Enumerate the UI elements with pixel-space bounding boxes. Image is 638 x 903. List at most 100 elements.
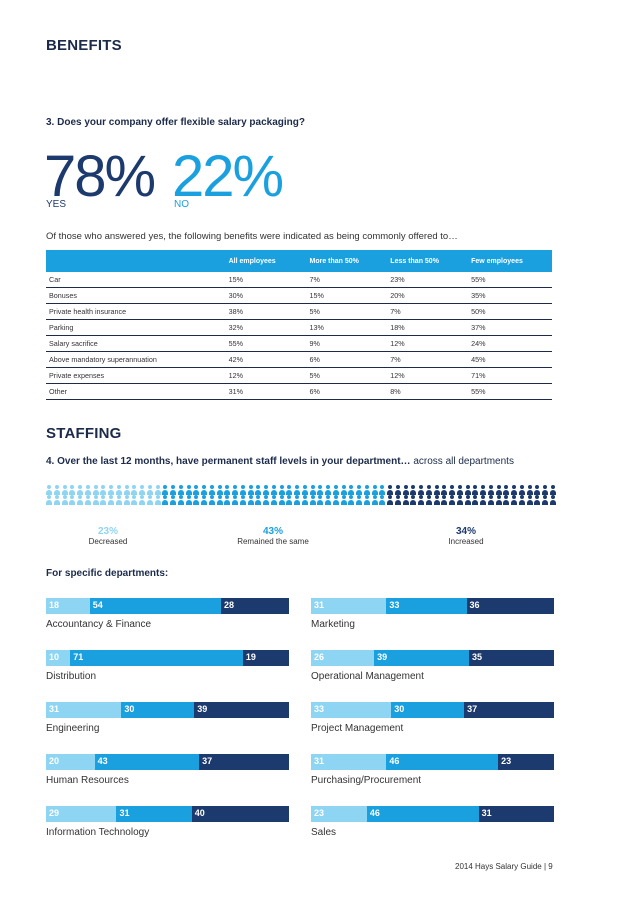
segment-value-label: 33 bbox=[389, 600, 400, 610]
person-icon bbox=[185, 485, 192, 495]
question-4-bold: 4. Over the last 12 months, have permane… bbox=[46, 456, 411, 467]
department-name: Purchasing/Procurement bbox=[311, 775, 422, 786]
legend-decreased-label: Decreased bbox=[88, 537, 128, 546]
department-bar: 31 46 23 bbox=[311, 754, 554, 770]
benefit-value-cell: 55% bbox=[471, 272, 552, 288]
person-icon bbox=[224, 495, 231, 507]
person-icon bbox=[418, 495, 424, 507]
segment-value-label: 43 bbox=[97, 756, 108, 766]
segment-value-label: 26 bbox=[314, 652, 325, 662]
person-icon bbox=[371, 495, 378, 507]
increased-segment: 37 bbox=[464, 702, 554, 718]
person-icon bbox=[131, 495, 138, 507]
person-icon bbox=[433, 485, 440, 495]
person-icon bbox=[193, 485, 200, 495]
person-icon bbox=[379, 485, 386, 495]
person-icon bbox=[449, 485, 455, 495]
table-header-cell: More than 50% bbox=[309, 250, 391, 272]
legend-decreased: 23% Decreased bbox=[86, 526, 130, 546]
department-bar: 31 30 39 bbox=[46, 702, 289, 718]
person-icon bbox=[185, 495, 192, 507]
department-bar: 23 46 31 bbox=[311, 806, 554, 822]
person-icon bbox=[77, 485, 83, 495]
no-percentage: 22% bbox=[172, 144, 284, 209]
person-icon bbox=[278, 485, 285, 495]
person-icon bbox=[549, 485, 556, 495]
person-icon bbox=[542, 495, 548, 507]
person-icon bbox=[154, 485, 161, 495]
benefit-value-cell: 12% bbox=[390, 335, 472, 352]
department-bar: 26 39 35 bbox=[311, 650, 554, 666]
person-icon bbox=[511, 485, 517, 495]
department-bar: 33 30 37 bbox=[311, 702, 554, 718]
decreased-segment: 26 bbox=[311, 650, 375, 666]
increased-segment: 40 bbox=[191, 806, 289, 822]
person-icon bbox=[139, 485, 145, 495]
person-icon bbox=[325, 485, 331, 495]
person-icon bbox=[301, 485, 308, 495]
person-icon bbox=[232, 495, 238, 507]
benefit-value-cell: 24% bbox=[471, 335, 552, 352]
department-name: Project Management bbox=[311, 723, 404, 734]
benefit-value-cell: 18% bbox=[390, 319, 472, 336]
person-icon bbox=[108, 495, 114, 507]
person-icon bbox=[154, 495, 161, 507]
table-row: Private expenses 12% 5% 12% 71% bbox=[46, 367, 552, 384]
person-icon bbox=[402, 495, 409, 507]
person-icon bbox=[263, 485, 269, 495]
department-name: Accountancy & Finance bbox=[46, 619, 152, 630]
person-icon bbox=[348, 495, 355, 507]
same-segment: 46 bbox=[386, 754, 499, 770]
table-row: Other 31% 6% 8% 55% bbox=[46, 383, 552, 400]
segment-value-label: 31 bbox=[314, 756, 325, 766]
benefits-table: All employees More than 50% Less than 50… bbox=[46, 250, 552, 400]
specific-departments-title: For specific departments: bbox=[46, 568, 169, 579]
person-icon bbox=[418, 485, 424, 495]
person-icon bbox=[325, 495, 331, 507]
department-name: Distribution bbox=[46, 671, 97, 682]
segment-value-label: 30 bbox=[124, 704, 135, 714]
person-icon bbox=[286, 495, 293, 507]
increased-segment: 36 bbox=[466, 598, 554, 614]
person-icon bbox=[332, 495, 339, 507]
person-icon bbox=[464, 485, 471, 495]
people-row bbox=[46, 495, 558, 507]
person-icon bbox=[46, 485, 52, 495]
benefit-value-cell: 42% bbox=[228, 351, 310, 368]
table-row: Car 15% 7% 23% 55% bbox=[46, 272, 552, 288]
page-footer: 2014 Hays Salary Guide | 9 bbox=[455, 862, 553, 871]
person-icon bbox=[162, 485, 169, 495]
increased-segment: 19 bbox=[242, 650, 289, 666]
person-icon bbox=[170, 495, 176, 507]
person-icon bbox=[239, 485, 246, 495]
table-header-cell: All employees bbox=[228, 250, 310, 272]
segment-value-label: 40 bbox=[194, 808, 205, 818]
person-icon bbox=[441, 495, 448, 507]
person-icon bbox=[177, 495, 184, 507]
benefit-value-cell: 5% bbox=[309, 303, 391, 320]
benefit-value-cell: 55% bbox=[228, 335, 310, 352]
person-icon bbox=[286, 485, 293, 495]
person-icon bbox=[208, 485, 215, 495]
benefit-value-cell: 30% bbox=[228, 287, 310, 304]
department-bar: 18 54 28 bbox=[46, 598, 289, 614]
benefits-table-header: All employees More than 50% Less than 50… bbox=[46, 250, 552, 272]
person-icon bbox=[480, 485, 486, 495]
same-segment: 30 bbox=[391, 702, 465, 718]
person-icon bbox=[92, 485, 99, 495]
person-icon bbox=[139, 495, 145, 507]
person-icon bbox=[270, 485, 277, 495]
person-icon bbox=[394, 485, 401, 495]
legend-same-label: Remained the same bbox=[237, 537, 309, 546]
decreased-segment: 31 bbox=[46, 702, 122, 718]
person-icon bbox=[69, 495, 76, 507]
segment-value-label: 20 bbox=[49, 756, 60, 766]
benefit-value-cell: 32% bbox=[228, 319, 310, 336]
person-icon bbox=[534, 485, 541, 495]
person-icon bbox=[216, 485, 223, 495]
segment-value-label: 31 bbox=[49, 704, 60, 714]
same-segment: 54 bbox=[89, 598, 221, 614]
person-icon bbox=[402, 485, 409, 495]
person-icon bbox=[69, 485, 76, 495]
person-icon bbox=[123, 485, 130, 495]
